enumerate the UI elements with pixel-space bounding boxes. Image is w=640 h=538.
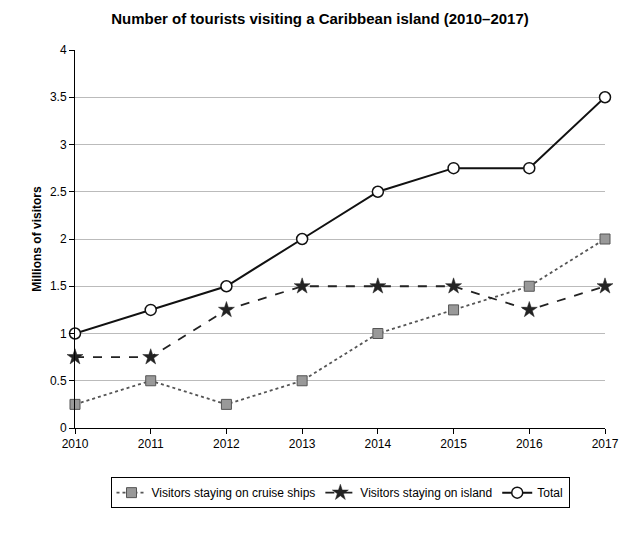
svg-text:2016: 2016 — [516, 437, 543, 451]
svg-text:4: 4 — [60, 43, 67, 57]
svg-text:3: 3 — [60, 138, 67, 152]
svg-text:Millions of visitors: Millions of visitors — [30, 186, 44, 292]
svg-text:0: 0 — [60, 421, 67, 435]
svg-text:1.5: 1.5 — [50, 279, 67, 293]
svg-text:0.5: 0.5 — [50, 374, 67, 388]
svg-text:2012: 2012 — [213, 437, 240, 451]
svg-text:2014: 2014 — [365, 437, 392, 451]
svg-text:2.5: 2.5 — [50, 185, 67, 199]
svg-text:Visitors staying on island: Visitors staying on island — [360, 486, 492, 500]
svg-text:2017: 2017 — [592, 437, 619, 451]
svg-text:2011: 2011 — [138, 437, 164, 451]
svg-text:Total: Total — [537, 486, 562, 500]
svg-text:3.5: 3.5 — [50, 90, 67, 104]
svg-text:1: 1 — [60, 327, 67, 341]
svg-text:Number of tourists visiting a: Number of tourists visiting a Caribbean … — [111, 10, 529, 27]
svg-text:2: 2 — [60, 232, 67, 246]
svg-text:2013: 2013 — [289, 437, 316, 451]
svg-text:2010: 2010 — [62, 437, 89, 451]
svg-text:Visitors staying on cruise shi: Visitors staying on cruise ships — [152, 486, 316, 500]
svg-text:2015: 2015 — [440, 437, 467, 451]
